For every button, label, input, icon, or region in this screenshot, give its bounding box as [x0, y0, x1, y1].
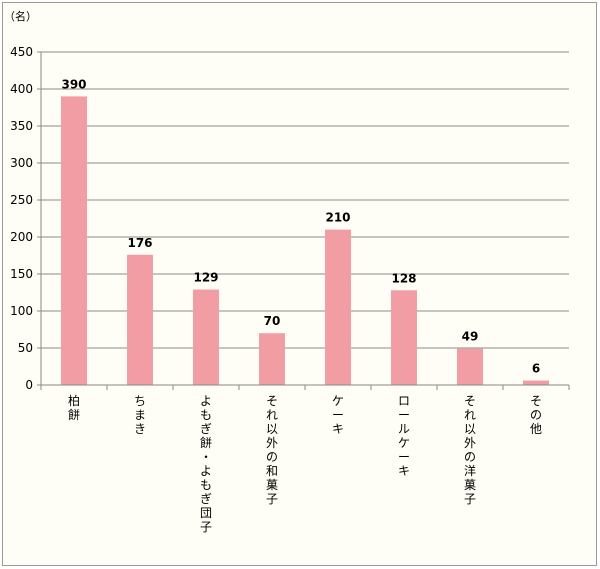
y-tick-label: 450 — [10, 45, 33, 59]
bar — [523, 380, 549, 385]
y-tick-label: 150 — [10, 267, 33, 281]
value-label: 210 — [325, 211, 350, 225]
y-tick-label: 0 — [25, 378, 33, 392]
category-label: ロールケーキ — [398, 394, 410, 478]
category-label: ちまき — [134, 394, 146, 436]
gridlines — [37, 51, 570, 390]
category-label: それ以外の和菓子 — [266, 394, 278, 506]
category-label: 柏餅 — [68, 393, 80, 422]
value-label: 49 — [462, 330, 479, 344]
y-tick-label: 50 — [18, 341, 33, 355]
y-tick-label: 350 — [10, 119, 33, 133]
y-tick-label: 100 — [10, 304, 33, 318]
value-label: 176 — [127, 236, 152, 250]
y-tick-label: 400 — [10, 82, 33, 96]
value-label: 129 — [193, 271, 218, 285]
value-label: 128 — [391, 271, 416, 285]
value-label: 6 — [532, 362, 540, 376]
category-label: その他 — [530, 394, 542, 436]
bars — [61, 96, 549, 386]
value-label: 70 — [264, 314, 281, 328]
bar — [259, 333, 285, 385]
category-labels: 柏餅 ちまき よもぎ餅・よもぎ団子 それ以外の和菓子 ケーキ ロールケーキ それ以外の洋菓子… — [68, 393, 542, 534]
bar — [61, 96, 87, 386]
y-tick-label: 200 — [10, 230, 33, 244]
unit-label: （名） — [4, 9, 37, 23]
category-label: よもぎ餅・よもぎ団子 — [200, 394, 212, 534]
bar — [325, 229, 351, 385]
bar — [391, 290, 417, 385]
y-tick-label: 300 — [10, 156, 33, 170]
category-label: それ以外の洋菓子 — [464, 394, 476, 506]
y-tick-labels: 0 50 100 150 200 250 300 350 400 450 — [10, 45, 33, 392]
bar — [193, 289, 219, 385]
bar — [127, 254, 153, 385]
value-labels: 390 176 129 70 210 128 49 6 — [61, 77, 540, 375]
value-label: 390 — [61, 77, 86, 91]
bar — [457, 348, 483, 385]
category-label: ケーキ — [332, 394, 344, 436]
y-tick-label: 250 — [10, 193, 33, 207]
